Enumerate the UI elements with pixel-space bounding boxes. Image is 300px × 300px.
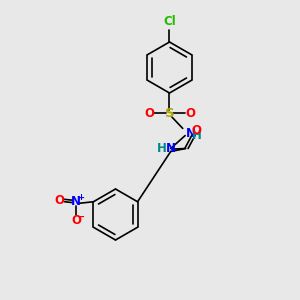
Text: Cl: Cl (163, 15, 176, 28)
Text: S: S (165, 107, 174, 120)
Text: H: H (192, 129, 202, 142)
Text: O: O (71, 214, 81, 226)
Text: −: − (77, 212, 86, 222)
Text: O: O (192, 124, 202, 137)
Text: O: O (185, 107, 195, 120)
Text: O: O (144, 107, 154, 120)
Text: H: H (157, 142, 167, 155)
Text: O: O (55, 194, 64, 207)
Text: N: N (186, 127, 196, 140)
Text: N: N (166, 142, 176, 155)
Text: N: N (71, 195, 81, 208)
Text: +: + (77, 194, 84, 202)
